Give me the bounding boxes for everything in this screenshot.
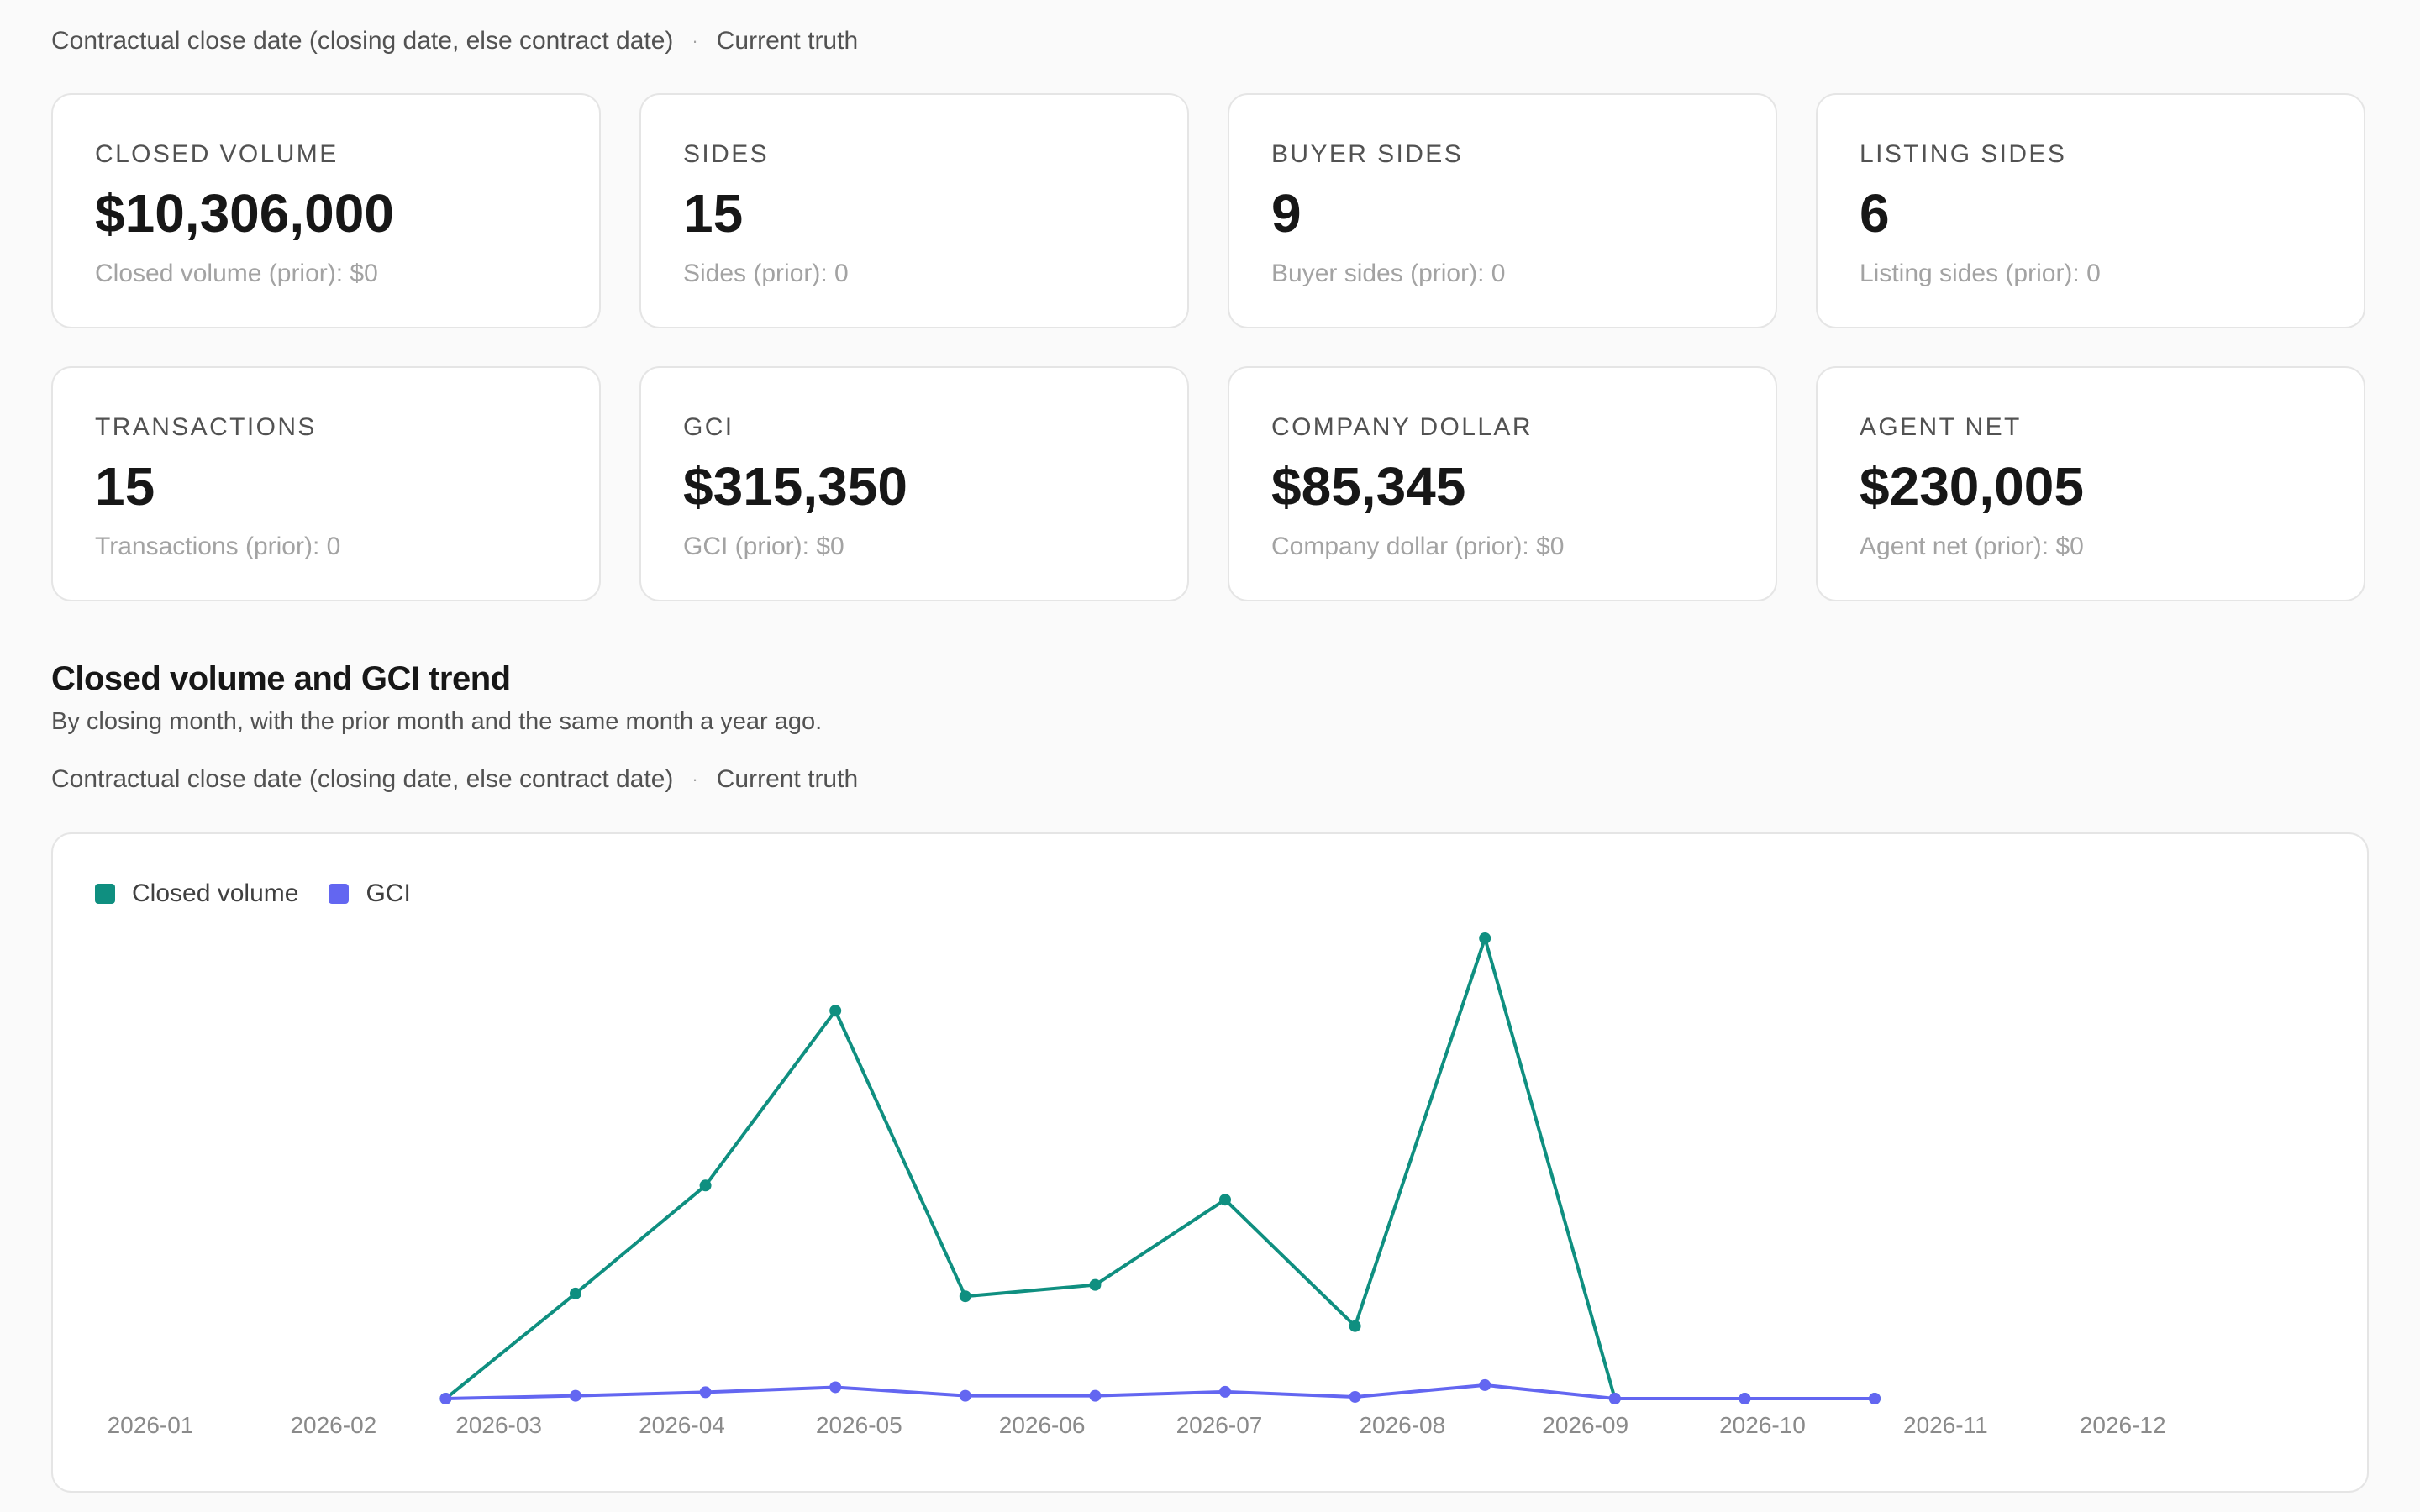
trend-meta: Contractual close date (closing date, el… [51, 765, 858, 794]
kpi-card-gci: GCI $315,350 GCI (prior): $0 [639, 366, 1189, 601]
kpi-card-closed-volume: CLOSED VOLUME $10,306,000 Closed volume … [51, 93, 601, 328]
kpi-prior: Listing sides (prior): 0 [1860, 260, 2101, 287]
data-point-gci[interactable] [699, 1386, 712, 1399]
kpi-card-transactions: TRANSACTIONS 15 Transactions (prior): 0 [51, 366, 601, 601]
kpi-value: 15 [683, 183, 744, 244]
data-point-closed-volume[interactable] [1089, 1278, 1102, 1291]
kpi-label: TRANSACTIONS [95, 413, 317, 441]
kpi-label: SIDES [683, 140, 770, 168]
x-tick-label: 2026-07 [1176, 1412, 1263, 1438]
kpi-label: CLOSED VOLUME [95, 140, 339, 168]
date-basis-text: Contractual close date (closing date, el… [51, 765, 674, 793]
kpi-label: AGENT NET [1860, 413, 2022, 441]
kpi-card-agent-net: AGENT NET $230,005 Agent net (prior): $0 [1816, 366, 2365, 601]
truth-mode-text: Current truth [716, 765, 859, 793]
truth-mode-text: Current truth [716, 27, 859, 55]
data-point-gci[interactable] [1219, 1385, 1231, 1398]
data-point-gci[interactable] [1089, 1389, 1102, 1402]
kpi-card-sides: SIDES 15 Sides (prior): 0 [639, 93, 1189, 328]
legend-item-closed-volume[interactable]: Closed volume [95, 879, 298, 908]
data-point-closed-volume[interactable] [959, 1290, 971, 1303]
chart-legend: Closed volume GCI [95, 879, 441, 908]
legend-swatch-gci [329, 884, 350, 904]
kpi-prior: Sides (prior): 0 [683, 260, 849, 287]
x-tick-label: 2026-01 [108, 1412, 194, 1438]
data-point-gci[interactable] [439, 1393, 452, 1404]
kpi-prior: Buyer sides (prior): 0 [1271, 260, 1506, 287]
x-tick-label: 2026-06 [999, 1412, 1086, 1438]
kpi-card-company-dollar: COMPANY DOLLAR $85,345 Company dollar (p… [1228, 366, 1777, 601]
legend-item-gci[interactable]: GCI [329, 879, 411, 908]
data-point-gci[interactable] [829, 1381, 842, 1394]
x-tick-label: 2026-08 [1359, 1412, 1445, 1438]
kpi-prior: Transactions (prior): 0 [95, 533, 341, 560]
data-point-gci[interactable] [1608, 1393, 1621, 1404]
data-point-closed-volume[interactable] [1479, 932, 1491, 944]
date-basis-text: Contractual close date (closing date, el… [51, 27, 674, 55]
kpi-value: 9 [1271, 183, 1302, 244]
data-point-gci[interactable] [569, 1389, 581, 1402]
kpi-prior: Company dollar (prior): $0 [1271, 533, 1565, 560]
kpi-value: 15 [95, 456, 155, 517]
data-point-gci[interactable] [959, 1389, 971, 1402]
kpi-value: $230,005 [1860, 456, 2084, 517]
trend-subtitle: By closing month, with the prior month a… [51, 708, 823, 735]
x-tick-label: 2026-09 [1542, 1412, 1628, 1438]
kpi-value: $315,350 [683, 456, 908, 517]
kpi-value: 6 [1860, 183, 1890, 244]
data-point-gci[interactable] [1739, 1393, 1751, 1404]
data-point-closed-volume[interactable] [569, 1287, 581, 1299]
trend-chart-card: Closed volume GCI 2026-01 2026-02 2026-03 2… [51, 832, 2369, 1493]
kpi-value: $10,306,000 [95, 183, 394, 244]
kpi-card-listing-sides: LISTING SIDES 6 Listing sides (prior): 0 [1816, 93, 2365, 328]
legend-label: GCI [366, 879, 411, 907]
kpi-label: LISTING SIDES [1860, 140, 2067, 168]
series-line-closed-volume [445, 936, 1876, 1400]
kpi-prior: Closed volume (prior): $0 [95, 260, 378, 287]
separator-dot: · [692, 769, 698, 790]
trend-title: Closed volume and GCI trend [51, 660, 511, 697]
data-point-gci[interactable] [1869, 1393, 1881, 1404]
x-tick-label: 2026-03 [455, 1412, 542, 1438]
data-point-gci[interactable] [1349, 1390, 1361, 1403]
kpi-prior: Agent net (prior): $0 [1860, 533, 2084, 560]
kpi-value: $85,345 [1271, 456, 1466, 517]
top-meta: Contractual close date (closing date, el… [51, 27, 858, 55]
x-tick-label: 2026-12 [2080, 1412, 2166, 1438]
data-point-closed-volume[interactable] [829, 1005, 842, 1017]
kpi-label: GCI [683, 413, 734, 441]
series-line-gci [445, 1383, 1876, 1400]
x-tick-label: 2026-11 [1903, 1412, 1988, 1438]
x-tick-label: 2026-04 [639, 1412, 725, 1438]
data-point-closed-volume[interactable] [699, 1179, 712, 1192]
legend-label: Closed volume [132, 879, 299, 907]
data-point-closed-volume[interactable] [1349, 1320, 1361, 1332]
kpi-card-buyer-sides: BUYER SIDES 9 Buyer sides (prior): 0 [1228, 93, 1777, 328]
x-tick-label: 2026-10 [1719, 1412, 1806, 1438]
separator-dot: · [692, 30, 698, 51]
kpi-label: COMPANY DOLLAR [1271, 413, 1533, 441]
x-tick-label: 2026-05 [816, 1412, 902, 1438]
trend-chart: 2026-01 2026-02 2026-03 2026-04 2026-05 2026-… [108, 932, 2166, 1438]
x-tick-label: 2026-02 [290, 1412, 376, 1438]
data-point-closed-volume[interactable] [1219, 1194, 1231, 1206]
kpi-prior: GCI (prior): $0 [683, 533, 844, 560]
data-point-gci[interactable] [1479, 1378, 1491, 1391]
kpi-label: BUYER SIDES [1271, 140, 1464, 168]
legend-swatch-closed-volume [95, 884, 115, 904]
